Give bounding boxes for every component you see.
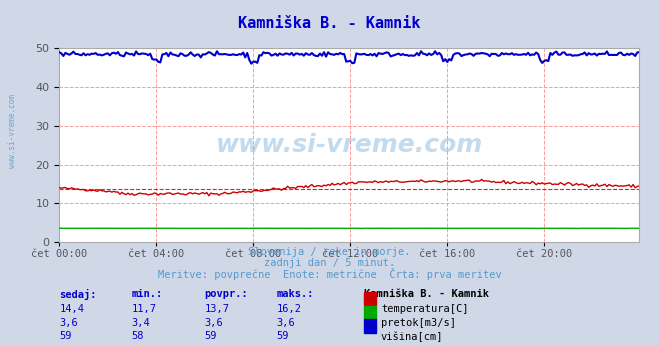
- Text: povpr.:: povpr.:: [204, 289, 248, 299]
- Text: 11,7: 11,7: [132, 304, 157, 314]
- Text: 3,6: 3,6: [277, 318, 295, 328]
- Text: višina[cm]: višina[cm]: [381, 331, 444, 342]
- Text: Slovenija / reke in morje.: Slovenija / reke in morje.: [248, 247, 411, 257]
- Text: pretok[m3/s]: pretok[m3/s]: [381, 318, 456, 328]
- Text: www.si-vreme.com: www.si-vreme.com: [8, 94, 17, 169]
- Text: 3,6: 3,6: [59, 318, 78, 328]
- Text: Meritve: povprečne  Enote: metrične  Črta: prva meritev: Meritve: povprečne Enote: metrične Črta:…: [158, 268, 501, 280]
- Text: 59: 59: [204, 331, 217, 342]
- Bar: [364, 319, 376, 333]
- Text: www.si-vreme.com: www.si-vreme.com: [215, 133, 483, 157]
- Bar: [364, 306, 376, 319]
- Text: 3,6: 3,6: [204, 318, 223, 328]
- Text: maks.:: maks.:: [277, 289, 314, 299]
- Text: Kamniška B. - Kamnik: Kamniška B. - Kamnik: [239, 16, 420, 30]
- Text: Kamniška B. - Kamnik: Kamniška B. - Kamnik: [364, 289, 490, 299]
- Text: zadnji dan / 5 minut.: zadnji dan / 5 minut.: [264, 258, 395, 268]
- Text: min.:: min.:: [132, 289, 163, 299]
- Text: 59: 59: [277, 331, 289, 342]
- Text: 13,7: 13,7: [204, 304, 229, 314]
- Text: 3,4: 3,4: [132, 318, 150, 328]
- Bar: [364, 292, 376, 305]
- Text: 16,2: 16,2: [277, 304, 302, 314]
- Text: temperatura[C]: temperatura[C]: [381, 304, 469, 314]
- Text: 14,4: 14,4: [59, 304, 84, 314]
- Text: 59: 59: [59, 331, 72, 342]
- Text: 58: 58: [132, 331, 144, 342]
- Text: sedaj:: sedaj:: [59, 289, 97, 300]
